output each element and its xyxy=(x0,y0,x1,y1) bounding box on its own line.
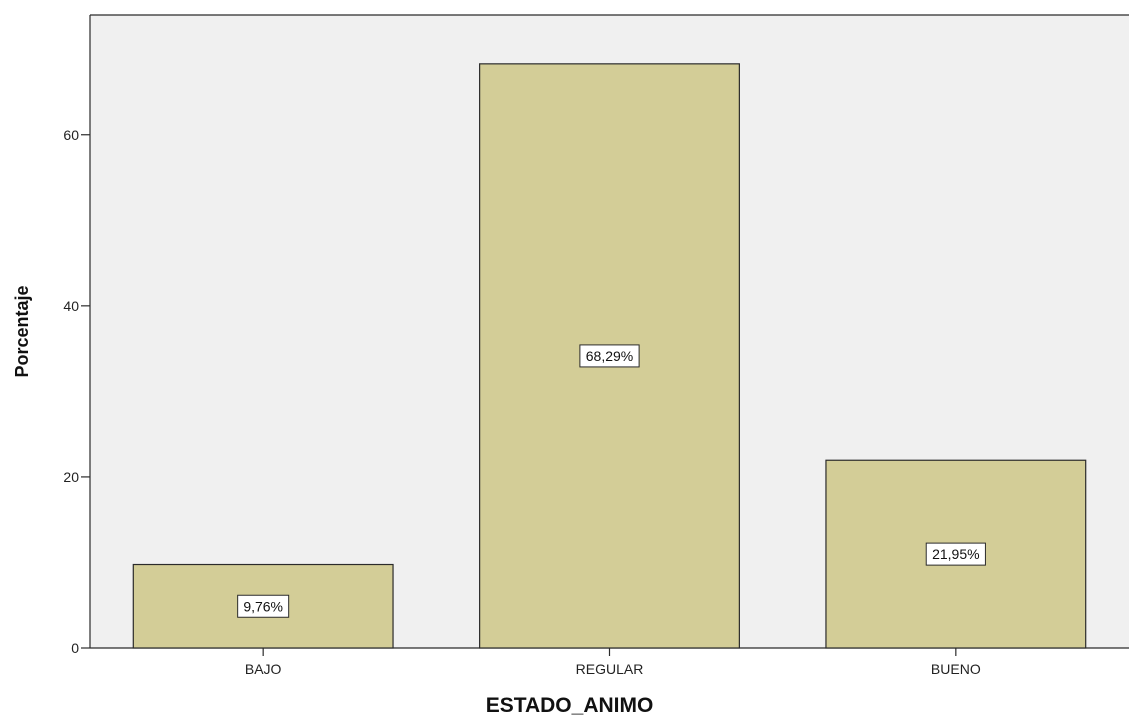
x-tick-label: REGULAR xyxy=(576,661,644,677)
data-label: 9,76% xyxy=(243,598,283,614)
y-axis: 0 20 40 60 xyxy=(63,14,1129,656)
data-labels: 9,76% 68,29% 21,95% xyxy=(237,344,986,618)
y-tick-label: 60 xyxy=(63,127,79,143)
data-label-box xyxy=(237,594,290,618)
data-label: 21,95% xyxy=(932,546,979,562)
y-tick-label: 20 xyxy=(63,469,79,485)
y-axis-title: Porcentaje xyxy=(12,285,32,377)
x-axis: BAJO REGULAR BUENO xyxy=(90,647,1129,677)
x-tick-label: BAJO xyxy=(245,661,282,677)
y-tick-label: 0 xyxy=(71,640,79,656)
data-label-box xyxy=(579,344,640,368)
x-axis-title: ESTADO_ANIMO xyxy=(486,694,654,717)
y-tick-label: 40 xyxy=(63,298,79,314)
data-label: 68,29% xyxy=(586,348,633,364)
x-tick-label: BUENO xyxy=(931,661,981,677)
data-label-box xyxy=(925,542,986,566)
